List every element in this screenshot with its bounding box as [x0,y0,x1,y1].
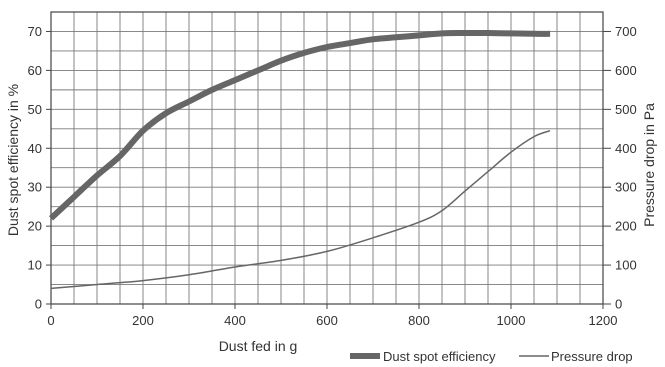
y-right-tick-label: 200 [615,219,637,234]
tick-labels: 0 200 400 600 800 1000 12000102030405060700100… [28,24,637,328]
y-left-tick-label: 60 [28,63,42,78]
y-right-tick-label: 0 [615,297,622,312]
legend-label-dust-spot-efficiency: Dust spot efficiency [383,349,496,364]
y-right-tick-label: 100 [615,258,637,273]
x-tick-label: 600 [316,313,338,328]
y-left-tick-label: 10 [28,258,42,273]
series-line-pressure-drop [50,129,551,290]
y-left-tick-label: 20 [28,219,42,234]
x-tick-label: 1000 [497,313,526,328]
y-right-tick-label: 600 [615,63,637,78]
y-right-tick-label: 500 [615,102,637,117]
y-right-tick-label: 400 [615,141,637,156]
y-left-tick-label: 30 [28,180,42,195]
y-left-tick-label: 40 [28,141,42,156]
x-tick-label: 400 [224,313,246,328]
x-tick-label: 0 [47,313,54,328]
x-tick-label: 800 [408,313,430,328]
legend-label-pressure-drop: Pressure drop [551,349,633,364]
y-left-tick-label: 50 [28,102,42,117]
y-axis-right-title: Pressure drop in Pa [641,103,657,227]
x-axis-title: Dust fed in g [219,338,298,354]
y-axis-left-title: Dust spot efficiency in % [5,84,21,236]
y-right-tick-label: 300 [615,180,637,195]
series-line-dust-spot-efficiency [48,30,551,221]
x-tick-label: 1200 [589,313,618,328]
y-right-tick-label: 700 [615,24,637,39]
y-left-tick-label: 70 [28,24,42,39]
legend: Dust spot efficiency Pressure drop [350,349,633,364]
y-left-tick-label: 0 [35,297,42,312]
series-lines [48,30,551,290]
grid-lines [51,12,603,304]
x-tick-label: 200 [132,313,154,328]
